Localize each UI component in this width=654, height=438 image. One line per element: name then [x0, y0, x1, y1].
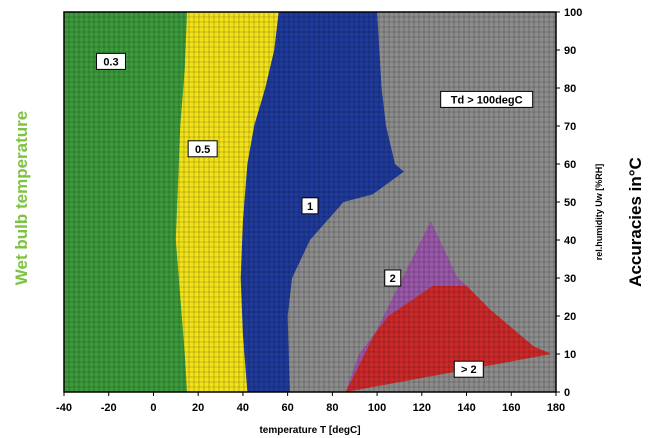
y-tick-label: 0 — [564, 387, 570, 399]
x-tick-label: 180 — [547, 402, 565, 414]
y-axis-label: rel.humidity Uw [%RH] — [594, 164, 604, 261]
x-tick-label: 100 — [368, 402, 386, 414]
y-tick-label: 60 — [564, 159, 576, 171]
y-tick-label: 70 — [564, 121, 576, 133]
region-label-box — [95, 52, 126, 70]
region-label: 1 — [307, 201, 313, 213]
y-tick-label: 80 — [564, 83, 576, 95]
x-tick-label: -20 — [101, 402, 117, 414]
region-label-box — [384, 269, 402, 287]
x-axis-label: temperature T [degC] — [259, 425, 360, 436]
region-label: 0.5 — [195, 144, 210, 156]
x-tick-label: 20 — [192, 402, 204, 414]
y-tick-label: 90 — [564, 45, 576, 57]
y-tick-label: 20 — [564, 311, 576, 323]
y-tick-label: 100 — [564, 7, 582, 19]
x-tick-label: 120 — [413, 402, 431, 414]
x-tick-label: 80 — [326, 402, 338, 414]
region-label: 2 — [390, 273, 396, 285]
x-tick-label: 0 — [150, 402, 156, 414]
region-2 — [345, 221, 467, 392]
region-label: Td > 100degC — [451, 94, 523, 106]
regions-layer — [64, 12, 552, 392]
y-tick-label: 40 — [564, 235, 576, 247]
region-2 — [345, 285, 552, 392]
y-tick-label: 50 — [564, 197, 576, 209]
x-tick-label: -40 — [56, 402, 72, 414]
region-label-box — [187, 140, 218, 158]
y-tick-label: 30 — [564, 273, 576, 285]
x-tick-label: 160 — [502, 402, 520, 414]
accuracies-title: Accuracies in°C — [626, 157, 645, 287]
region-label: 0.3 — [103, 56, 118, 68]
labels-layer: 0.3 0.5 1 2 > 2 Td > 100degC — [95, 52, 534, 378]
region-label-box — [440, 90, 534, 108]
region-label-box — [453, 360, 484, 378]
ticks-layer: -40 -20 0 20 40 60 80 100 120 140 160 1800102030405… — [56, 7, 582, 414]
region-label: > 2 — [461, 364, 477, 376]
x-tick-label: 40 — [237, 402, 249, 414]
region-label-box — [301, 197, 319, 215]
x-tick-label: 60 — [282, 402, 294, 414]
region-0-3 — [64, 12, 187, 392]
x-tick-label: 140 — [457, 402, 475, 414]
y-tick-label: 10 — [564, 349, 576, 361]
wet-bulb-title: Wet bulb temperature — [12, 110, 31, 286]
